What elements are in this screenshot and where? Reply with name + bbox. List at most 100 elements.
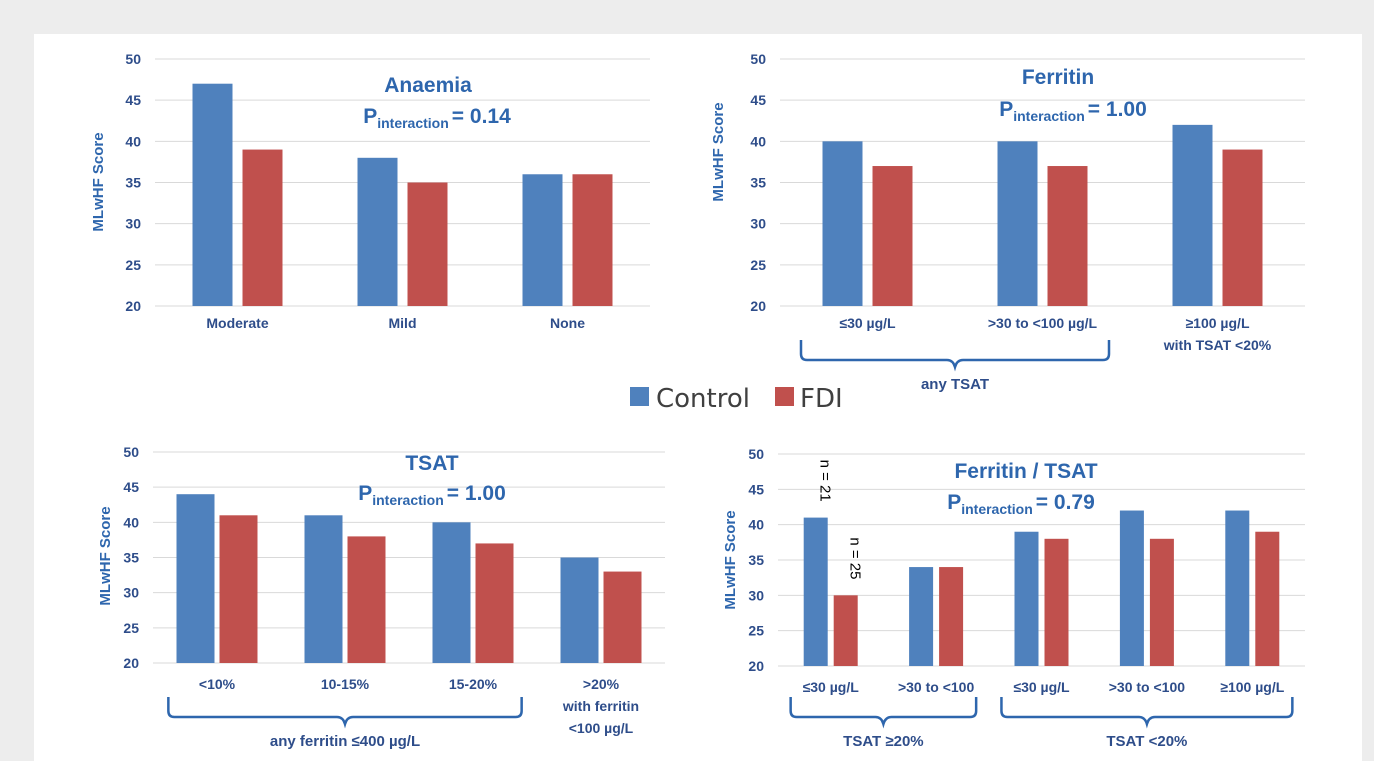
bar-fdi xyxy=(939,567,964,666)
y-tick-label: 25 xyxy=(748,623,764,639)
p-interaction: Pinteraction = 0.14 xyxy=(363,105,511,131)
y-tick-label: 30 xyxy=(748,587,764,603)
bar-control xyxy=(1225,510,1250,666)
bar-fdi xyxy=(872,166,913,306)
y-axis-label: MLwHF Score xyxy=(90,132,107,231)
bar-fdi xyxy=(603,571,642,663)
bar-fdi xyxy=(347,536,386,663)
bar-fdi xyxy=(219,515,258,663)
n-annotation: n = 21 xyxy=(817,460,834,502)
legend-label-control: Control xyxy=(656,384,750,414)
category-label: Moderate xyxy=(206,315,268,331)
bar-control xyxy=(560,557,599,663)
y-tick-label: 45 xyxy=(123,479,139,495)
bar-fdi xyxy=(1222,149,1263,306)
y-tick-label: 35 xyxy=(125,175,141,191)
bar-fdi xyxy=(833,595,858,666)
category-label: ≤30 µg/L xyxy=(839,315,896,331)
y-tick-label: 50 xyxy=(748,446,764,462)
bar-control xyxy=(357,157,398,306)
group-brace xyxy=(799,340,1111,372)
y-tick-label: 50 xyxy=(750,51,766,67)
bar-control xyxy=(997,141,1038,306)
bars xyxy=(822,124,1263,306)
category-label: ≤30 µg/L xyxy=(803,679,860,695)
p-subscript: interaction xyxy=(372,492,444,508)
y-tick-label: 35 xyxy=(748,552,764,568)
p-value: = 1.00 xyxy=(447,482,506,505)
legend-swatch-fdi xyxy=(775,387,794,406)
p-value: = 0.14 xyxy=(452,105,511,128)
y-axis-label: MLwHF Score xyxy=(710,102,727,201)
y-tick-label: 20 xyxy=(125,298,141,314)
bar-control xyxy=(1172,124,1213,306)
y-tick-label: 30 xyxy=(123,585,139,601)
chart-3: 20 25 30 35 40 45 50 MLwHF Score TSAT Pinteractio… xyxy=(97,444,665,750)
category-label: ≥100 µg/L xyxy=(1220,679,1284,695)
group-label: any TSAT xyxy=(921,376,989,393)
category-label: >30 to <100 xyxy=(1109,679,1185,695)
legend-label-fdi: FDI xyxy=(800,384,843,414)
category-label: >30 to <100 xyxy=(898,679,974,695)
bar-fdi xyxy=(407,182,448,306)
y-tick-label: 25 xyxy=(123,620,139,636)
bars xyxy=(192,83,613,306)
y-tick-label: 50 xyxy=(123,444,139,460)
p-value: = 1.00 xyxy=(1088,98,1147,121)
figure-panel: 20 25 30 35 40 45 50 MLwHF Score Anaemia Pinterac… xyxy=(34,34,1362,761)
p-prefix: P xyxy=(947,491,961,514)
group-brace xyxy=(167,697,523,729)
y-tick-label: 20 xyxy=(750,298,766,314)
p-prefix: P xyxy=(363,105,377,128)
p-interaction: Pinteraction = 1.00 xyxy=(999,98,1147,124)
group-label: TSAT <20% xyxy=(1106,733,1187,750)
bar-fdi xyxy=(242,149,283,306)
category-label: <10% xyxy=(199,676,236,692)
group-label: any ferritin ≤400 µg/L xyxy=(270,733,420,750)
bar-control xyxy=(176,494,215,663)
category-label: with TSAT <20% xyxy=(1163,337,1272,353)
bar-control xyxy=(1119,510,1144,666)
chart-2: 20 25 30 35 40 45 50 MLwHF Score Ferritin Pintera… xyxy=(710,51,1305,393)
legend: Control FDI xyxy=(630,384,843,414)
chart-title: TSAT xyxy=(405,452,458,475)
bars xyxy=(803,510,1280,666)
p-subscript: interaction xyxy=(377,115,449,131)
bar-control xyxy=(909,567,934,666)
p-prefix: P xyxy=(358,482,372,505)
gridlines xyxy=(780,58,1305,307)
group-brace xyxy=(789,697,978,729)
bar-fdi xyxy=(572,174,613,306)
bar-control xyxy=(522,174,563,306)
y-axis-label: MLwHF Score xyxy=(97,506,114,605)
y-tick-label: 40 xyxy=(748,517,764,533)
gridlines xyxy=(155,58,650,307)
category-label: 10-15% xyxy=(321,676,370,692)
legend-swatch-control xyxy=(630,387,649,406)
bar-control xyxy=(432,522,471,663)
y-tick-label: 25 xyxy=(750,257,766,273)
group-label: TSAT ≥20% xyxy=(843,733,923,750)
category-label: ≥100 µg/L xyxy=(1186,315,1250,331)
category-label: with ferritin xyxy=(562,698,639,714)
n-annotation: n = 25 xyxy=(847,537,864,579)
y-tick-label: 30 xyxy=(125,216,141,232)
bar-control xyxy=(822,141,863,306)
category-label: Mild xyxy=(389,315,417,331)
bar-fdi xyxy=(1255,531,1280,666)
y-tick-label: 45 xyxy=(748,481,764,497)
bars xyxy=(176,494,642,663)
bar-control xyxy=(192,83,233,306)
bar-fdi xyxy=(475,543,514,663)
y-tick-label: 40 xyxy=(123,514,139,530)
y-tick-label: 30 xyxy=(750,216,766,232)
chart-title: Ferritin xyxy=(1022,66,1094,89)
bar-fdi xyxy=(1044,538,1069,666)
bar-control xyxy=(304,515,343,663)
y-tick-label: 35 xyxy=(123,550,139,566)
y-tick-label: 25 xyxy=(125,257,141,273)
p-prefix: P xyxy=(999,98,1013,121)
chart-1: 20 25 30 35 40 45 50 MLwHF Score Anaemia Pinterac… xyxy=(90,51,650,331)
y-tick-label: 50 xyxy=(125,51,141,67)
y-tick-label: 45 xyxy=(125,92,141,108)
